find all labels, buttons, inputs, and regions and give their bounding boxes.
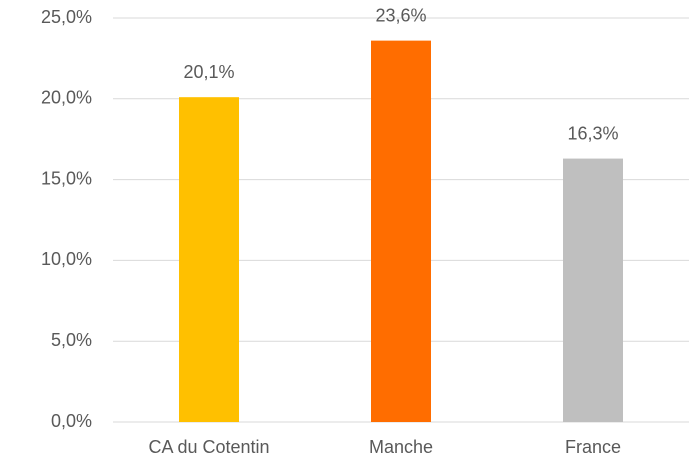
bar — [563, 158, 623, 423]
y-tick-label: 15,0% — [41, 168, 92, 188]
bar — [179, 97, 239, 423]
value-label: 20,1% — [183, 62, 234, 82]
y-tick-label: 20,0% — [41, 88, 92, 108]
x-tick-label: Manche — [369, 437, 433, 457]
value-label: 23,6% — [375, 5, 426, 25]
x-tick-label: CA du Cotentin — [148, 437, 269, 457]
y-tick-label: 10,0% — [41, 249, 92, 269]
y-tick-label: 25,0% — [41, 7, 92, 27]
y-tick-label: 5,0% — [51, 330, 92, 350]
value-label: 16,3% — [567, 123, 618, 143]
x-tick-label: France — [565, 437, 621, 457]
bar — [371, 40, 431, 423]
y-tick-label: 0,0% — [51, 411, 92, 431]
